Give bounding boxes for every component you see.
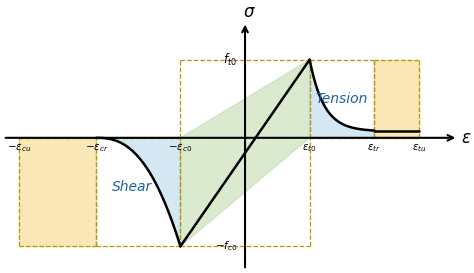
Text: Shear: Shear	[112, 180, 152, 194]
Text: $\sigma$: $\sigma$	[243, 3, 256, 20]
Text: $-\varepsilon_{c0}$: $-\varepsilon_{c0}$	[168, 142, 192, 154]
Polygon shape	[96, 138, 181, 246]
Polygon shape	[374, 60, 419, 138]
Polygon shape	[181, 60, 310, 138]
Polygon shape	[181, 138, 310, 246]
Text: $\varepsilon$: $\varepsilon$	[462, 129, 472, 147]
Text: $-\varepsilon_{cr}$: $-\varepsilon_{cr}$	[85, 142, 108, 154]
Text: $\varepsilon_{tr}$: $\varepsilon_{tr}$	[367, 142, 381, 154]
Text: $f_{t0}$: $f_{t0}$	[223, 52, 237, 68]
Text: $\varepsilon_{tu}$: $\varepsilon_{tu}$	[412, 142, 427, 154]
Text: $-f_{c0}$: $-f_{c0}$	[215, 239, 237, 253]
Polygon shape	[310, 60, 374, 138]
Text: Tension: Tension	[316, 92, 368, 106]
Text: $-\varepsilon_{cu}$: $-\varepsilon_{cu}$	[7, 142, 31, 154]
Text: $\varepsilon_{t0}$: $\varepsilon_{t0}$	[302, 142, 317, 154]
